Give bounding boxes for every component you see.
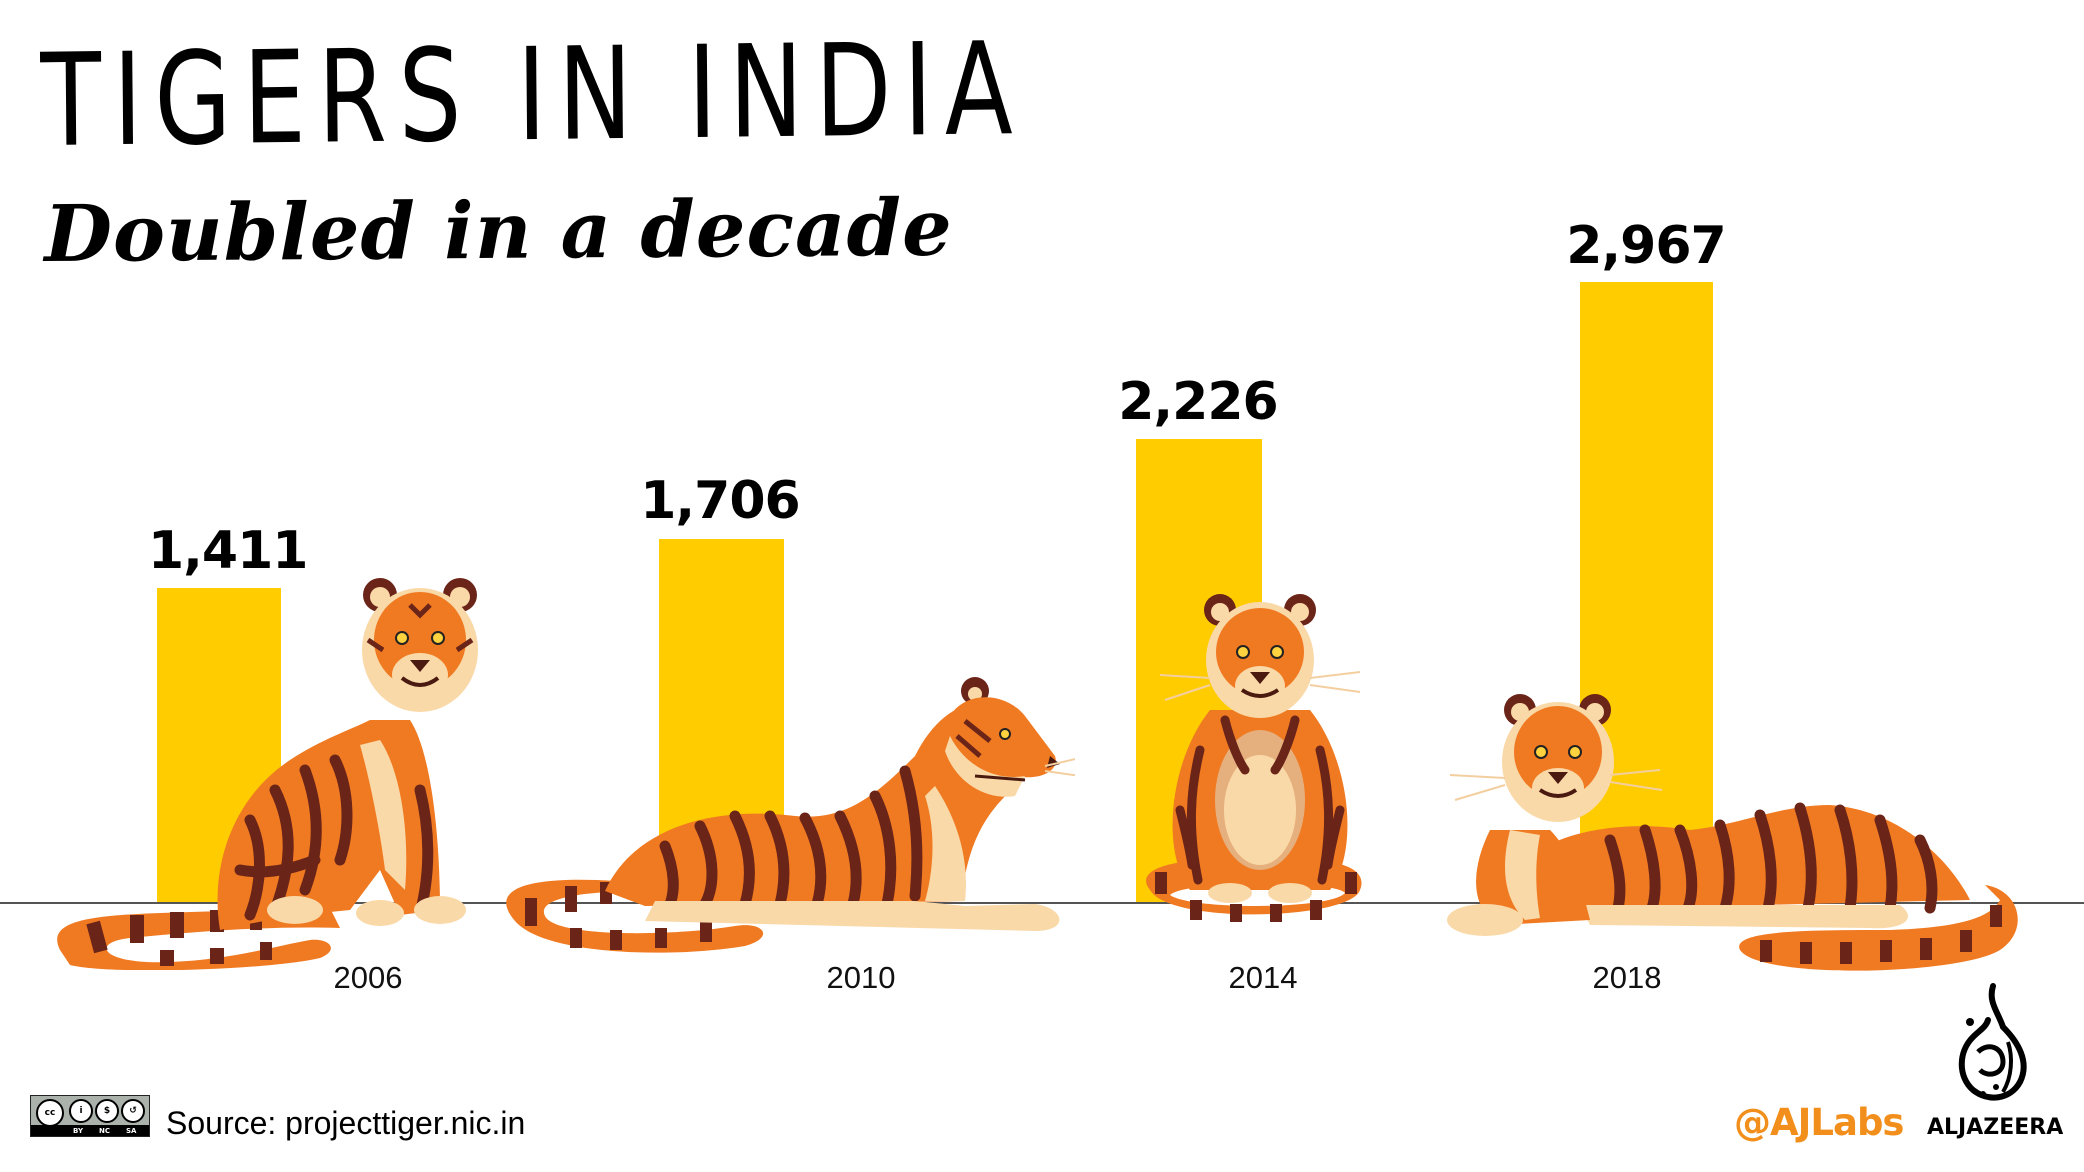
x-axis-baseline [0, 902, 2084, 904]
by-person-icon: i [69, 1099, 93, 1123]
cc-circle-icon: cc [36, 1099, 64, 1127]
cc-label-band: BY NC SA [31, 1125, 149, 1136]
value-label-2006: 1,411 [148, 521, 308, 581]
bar-2018 [1580, 282, 1713, 903]
x-tick-2014: 2014 [1228, 960, 1298, 995]
aljazeera-wordmark: ALJAZEERA [1927, 1115, 2064, 1140]
sitting-tiger-illustration-2006 [57, 578, 478, 970]
value-label-2010: 1,706 [640, 471, 800, 531]
sa-share-icon: ↺ [121, 1099, 145, 1123]
chart-title: TIGERS IN INDIA [39, 15, 1026, 176]
chart-subtitle: Doubled in a decade [43, 182, 953, 280]
nc-dollar-icon: $ [95, 1099, 119, 1123]
x-tick-2006: 2006 [333, 960, 403, 995]
lying-tiger-illustration-2018 [1447, 694, 2018, 971]
cc-by-nc-sa-icon: cc i $ ↺ BY NC SA [30, 1095, 150, 1137]
aljazeera-logo-icon [1958, 983, 2027, 1101]
lying-tiger-illustration-2010 [506, 677, 1075, 953]
value-label-2018: 2,967 [1566, 216, 1726, 276]
x-tick-2010: 2010 [826, 960, 896, 995]
x-tick-2018: 2018 [1592, 960, 1662, 995]
ajlabs-handle: @AJLabs [1734, 1101, 1904, 1144]
value-label-2014: 2,226 [1118, 372, 1278, 432]
sitting-front-tiger-illustration-2014 [1146, 594, 1362, 922]
source-note: Source: projecttiger.nic.in [166, 1105, 526, 1141]
